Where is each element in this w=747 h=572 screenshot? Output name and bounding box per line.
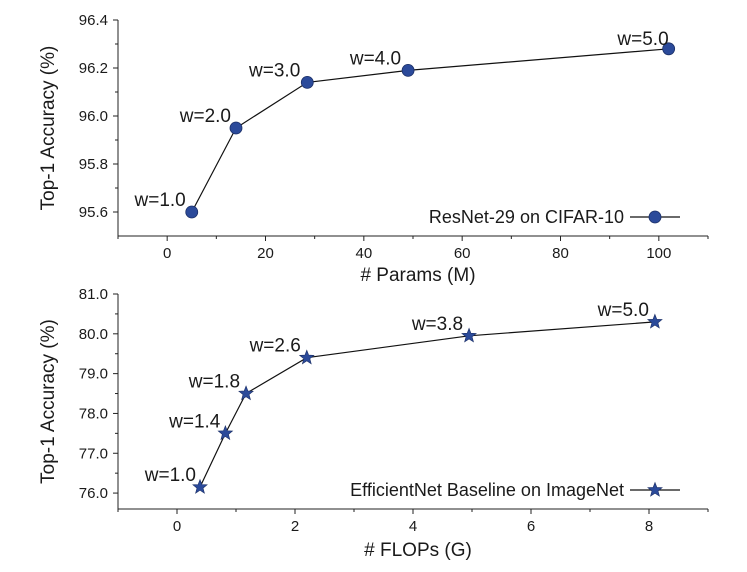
y-tick-label: 79.0 (79, 366, 108, 383)
x-tick-label: 0 (163, 245, 171, 262)
x-tick-label: 100 (646, 245, 671, 262)
data-label: w=1.0 (134, 190, 186, 211)
data-point (300, 76, 314, 89)
x-tick-label: 60 (454, 245, 471, 262)
x-tick-label: 6 (527, 518, 535, 535)
x-tick-label: 80 (552, 245, 569, 262)
data-point (401, 64, 415, 77)
legend-marker (648, 210, 662, 224)
series-line (199, 321, 655, 488)
x-tick-label: 8 (645, 518, 653, 535)
x-axis-label: # Params (M) (360, 265, 475, 286)
x-tick-label: 4 (409, 518, 417, 535)
data-label: w=3.8 (411, 314, 463, 335)
chart-panel-1: 95.6 95.8 96.0 96.2 96.4 0 20 40 60 80 100 # Params… (38, 12, 709, 286)
chart-panel-2: 76.0 77.0 78.0 79.0 80.0 81.0 0 2 4 6 8 # FLOPs (G)… (38, 286, 709, 561)
data-label: w=1.4 (168, 411, 221, 432)
data-point (461, 327, 477, 343)
data-label: w=3.0 (248, 60, 300, 81)
data-label: w=1.0 (144, 465, 196, 486)
data-point (185, 205, 199, 219)
y-axis-label: Top-1 Accuracy (%) (38, 46, 59, 211)
data-point (238, 385, 254, 401)
data-point (646, 313, 663, 329)
data-label: w=1.8 (188, 372, 240, 393)
data-label: w=2.6 (249, 336, 301, 357)
data-point (298, 349, 315, 365)
y-tick-label: 95.6 (79, 204, 108, 221)
legend-marker (647, 481, 663, 497)
legend-label: EfficientNet Baseline on ImageNet (350, 480, 624, 500)
x-tick-label: 0 (173, 518, 181, 535)
data-point (192, 478, 208, 494)
x-tick-label: 40 (355, 245, 372, 262)
y-tick-label: 95.8 (79, 156, 108, 173)
data-label: w=5.0 (616, 29, 668, 50)
y-tick-label: 80.0 (79, 326, 108, 343)
y-tick-label: 81.0 (79, 286, 108, 303)
x-tick-label: 2 (291, 518, 299, 535)
y-tick-label: 76.0 (79, 485, 108, 502)
data-label: w=4.0 (349, 48, 401, 69)
data-point (229, 121, 243, 135)
y-axis-label: Top-1 Accuracy (%) (38, 319, 59, 484)
x-axis-label: # FLOPs (G) (364, 540, 472, 561)
data-label: w=2.0 (179, 106, 231, 127)
x-tick-label: 20 (257, 245, 274, 262)
y-tick-label: 77.0 (79, 445, 108, 462)
y-tick-label: 96.4 (79, 12, 108, 29)
data-point (662, 42, 676, 56)
legend-label: ResNet-29 on CIFAR-10 (429, 207, 624, 227)
data-point (217, 425, 234, 441)
y-tick-label: 78.0 (79, 405, 108, 422)
data-label: w=5.0 (597, 300, 649, 321)
y-tick-label: 96.0 (79, 108, 108, 125)
y-tick-label: 96.2 (79, 60, 108, 77)
